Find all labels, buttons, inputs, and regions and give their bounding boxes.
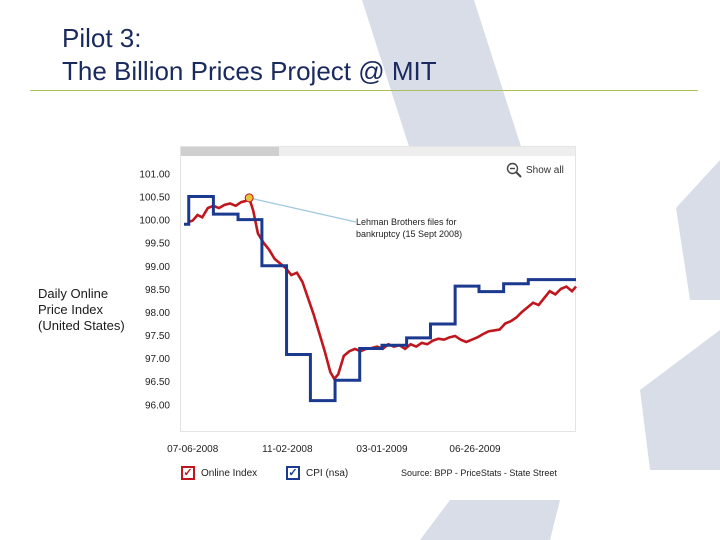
lehman-annotation: Lehman Brothers files for bankruptcy (15… bbox=[356, 217, 463, 239]
chart-scroll-strip[interactable] bbox=[181, 147, 575, 156]
title-divider bbox=[30, 90, 698, 91]
chart-plot-area[interactable] bbox=[180, 146, 576, 432]
y-tick-label: 100.00 bbox=[139, 216, 170, 227]
legend-checkbox-cpi[interactable]: ✓ bbox=[286, 466, 300, 480]
legend-item-cpi[interactable]: ✓ CPI (nsa) bbox=[286, 464, 348, 482]
y-tick-label: 100.50 bbox=[139, 193, 170, 204]
x-tick-label: 06-26-2009 bbox=[449, 444, 501, 455]
y-tick-label: 96.50 bbox=[145, 377, 170, 388]
bg-stripe-shape bbox=[676, 160, 720, 300]
show-all-button[interactable]: Show all bbox=[506, 161, 564, 179]
chart-scroll-thumb[interactable] bbox=[181, 147, 279, 156]
legend-label-cpi: CPI (nsa) bbox=[306, 467, 349, 479]
y-tick-label: 96.00 bbox=[145, 400, 170, 411]
source-note: Source: BPP - PriceStats - State Street bbox=[401, 468, 557, 478]
y-tick-label: 97.00 bbox=[145, 354, 170, 365]
y-tick-label: 99.00 bbox=[145, 262, 170, 273]
annotation-marker bbox=[244, 193, 254, 203]
x-tick-label: 11-02-2008 bbox=[262, 444, 313, 455]
bg-stripe-shape bbox=[640, 330, 720, 470]
legend-item-online-index[interactable]: ✓ Online Index bbox=[181, 464, 257, 482]
y-tick-label: 98.50 bbox=[145, 285, 170, 296]
y-tick-label: 101.00 bbox=[139, 169, 170, 180]
legend-checkbox-online-index[interactable]: ✓ bbox=[181, 466, 195, 480]
chart-side-label: Daily Online Price Index (United States) bbox=[38, 286, 125, 333]
y-tick-label: 98.00 bbox=[145, 308, 170, 319]
slide-title: Pilot 3: The Billion Prices Project @ MI… bbox=[62, 22, 437, 88]
y-tick-label: 99.50 bbox=[145, 239, 170, 250]
check-icon: ✓ bbox=[183, 466, 193, 479]
show-all-label: Show all bbox=[526, 164, 564, 176]
y-tick-label: 97.50 bbox=[145, 331, 170, 342]
legend-label-online-index: Online Index bbox=[201, 467, 258, 479]
slide-title-line-2: The Billion Prices Project @ MIT bbox=[62, 56, 437, 86]
zoom-out-icon bbox=[506, 162, 522, 178]
x-tick-label: 03-01-2009 bbox=[356, 444, 408, 455]
check-icon: ✓ bbox=[288, 466, 298, 479]
annotation-callout-line bbox=[249, 197, 357, 223]
bg-stripe-shape bbox=[420, 500, 560, 540]
slide-title-line-1: Pilot 3: bbox=[62, 23, 142, 53]
x-tick-label: 07-06-2008 bbox=[167, 444, 219, 455]
series-line-cpi-nsa bbox=[183, 195, 576, 403]
